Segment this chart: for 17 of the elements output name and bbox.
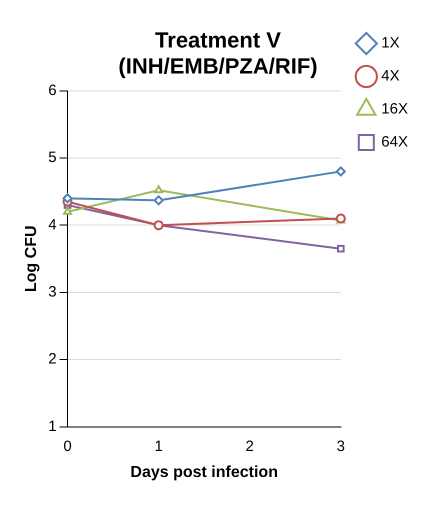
x-tick-label: 0 [63,438,72,455]
y-tick-label: 2 [48,350,57,368]
x-tick-label: 1 [154,438,163,455]
x-tick-label: 3 [336,438,345,455]
y-tick-label: 1 [48,418,57,435]
y-axis-title: Log CFU [23,225,40,292]
chart-title: Treatment V (INH/EMB/PZA/RIF) [118,27,318,79]
y-tick-label: 5 [48,149,57,166]
legend-label: 4X [381,68,400,85]
y-tick-label: 4 [48,216,57,234]
x-axis-title: Days post infection [130,464,278,481]
legend-label: 16X [381,100,408,118]
y-tick-label: 3 [48,284,57,301]
x-tick-label: 2 [246,438,254,455]
legend-label: 1X [381,34,400,52]
y-tick-label: 6 [48,82,57,99]
legend-label: 64X [381,134,408,151]
